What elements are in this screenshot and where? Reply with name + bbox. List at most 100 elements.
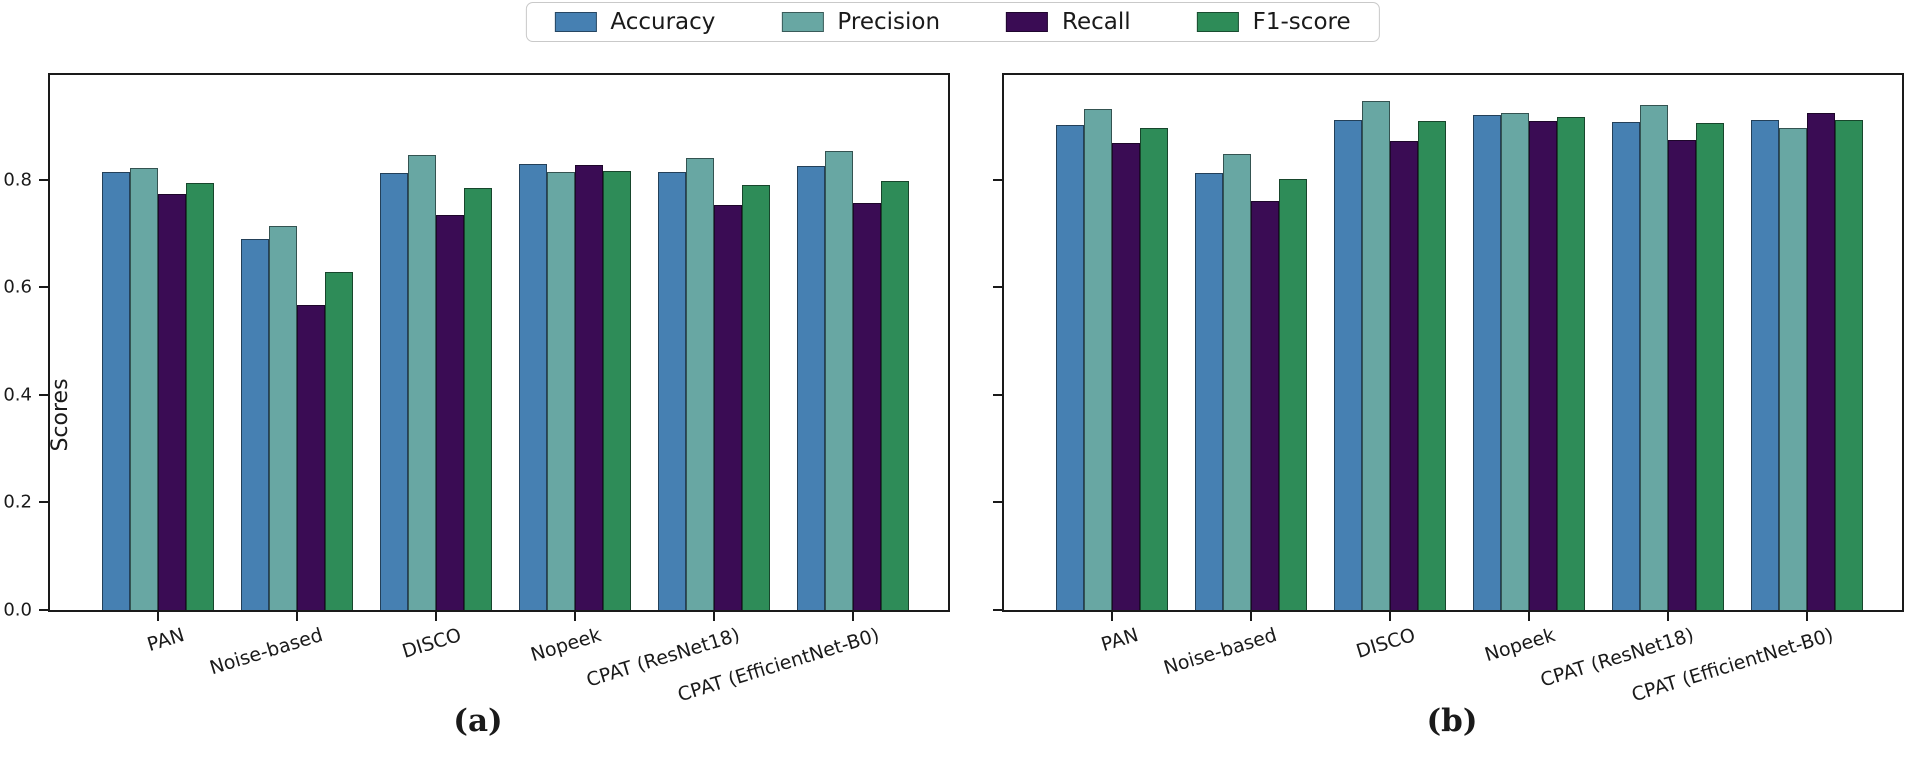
x-axis-tick-label: DISCO xyxy=(400,624,465,663)
bar-recall-pan xyxy=(158,194,186,610)
x-axis-tick xyxy=(574,612,576,621)
x-axis-tick xyxy=(1667,612,1669,621)
bar-precision-disco xyxy=(1362,101,1390,610)
y-axis-tick xyxy=(993,178,1002,181)
x-axis-tick xyxy=(1111,612,1113,621)
bar-accuracy-pan xyxy=(1056,125,1084,610)
bar-f1-score-disco xyxy=(1418,121,1446,610)
subplot-a-plot-area: Scores 0.0 0.2 0.4 0.6 0.8 PAN Noise-based DISC… xyxy=(3,73,950,706)
x-axis-tick-label: DISCO xyxy=(1354,624,1419,663)
bar-f1-score-nopeek xyxy=(603,171,631,610)
x-axis-tick xyxy=(296,612,298,621)
bar-recall-disco xyxy=(1390,141,1418,610)
y-axis-tick xyxy=(39,609,48,611)
bar-precision-pan xyxy=(130,168,158,610)
y-axis-tick-label: 0.4 xyxy=(3,384,32,406)
bar-f1-score-cpat-efficientnet-b0- xyxy=(881,181,909,610)
x-axis-tick xyxy=(1806,612,1808,621)
y-axis-tick xyxy=(993,501,1002,504)
y-axis-tick-label: 0.8 xyxy=(3,169,32,191)
x-axis-tick-label: Nopeek xyxy=(527,624,604,667)
bar-accuracy-nopeek xyxy=(519,164,547,610)
y-axis-tick xyxy=(993,393,1002,396)
bar-precision-cpat-resnet18- xyxy=(1640,105,1668,610)
caption-a: (a) xyxy=(453,703,503,739)
y-axis-tick xyxy=(39,178,48,181)
x-axis-tick-label: PAN xyxy=(1098,624,1141,656)
bar-accuracy-noise-based xyxy=(1195,173,1223,610)
legend-label: Recall xyxy=(1062,9,1131,35)
bar-accuracy-pan xyxy=(102,172,130,610)
legend: Accuracy Precision Recall F1-score xyxy=(525,2,1380,42)
bar-precision-cpat-resnet18- xyxy=(686,158,714,610)
x-axis-tick-label: Noise-based xyxy=(207,624,326,680)
bar-accuracy-cpat-efficientnet-b0- xyxy=(1751,120,1779,610)
bar-accuracy-cpat-efficientnet-b0- xyxy=(797,166,825,610)
bar-accuracy-disco xyxy=(1334,120,1362,610)
x-axis-tick xyxy=(1389,612,1391,621)
legend-item-f1-score: F1-score xyxy=(1196,9,1351,35)
y-axis-tick xyxy=(993,286,1002,289)
bar-f1-score-noise-based xyxy=(325,272,353,610)
bar-precision-pan xyxy=(1084,109,1112,610)
bar-recall-cpat-efficientnet-b0- xyxy=(853,203,881,610)
bar-precision-nopeek xyxy=(1501,113,1529,610)
bar-accuracy-cpat-resnet18- xyxy=(1612,122,1640,610)
bar-recall-pan xyxy=(1112,143,1140,610)
bar-recall-noise-based xyxy=(1251,201,1279,610)
bar-f1-score-pan xyxy=(186,183,214,610)
bar-recall-noise-based xyxy=(297,305,325,610)
x-axis-tick-label: Nopeek xyxy=(1481,624,1558,667)
x-axis-tick xyxy=(1528,612,1530,621)
bar-f1-score-disco xyxy=(464,188,492,610)
bar-recall-cpat-resnet18- xyxy=(714,205,742,610)
bar-precision-cpat-efficientnet-b0- xyxy=(1779,128,1807,610)
legend-item-accuracy: Accuracy xyxy=(554,10,715,34)
bar-recall-cpat-resnet18- xyxy=(1668,140,1696,610)
bar-recall-cpat-efficientnet-b0- xyxy=(1807,113,1835,610)
bar-precision-nopeek xyxy=(547,172,575,610)
legend-swatch-accuracy xyxy=(554,12,597,32)
x-axis-tick-label: PAN xyxy=(144,624,187,656)
bar-recall-disco xyxy=(436,215,464,610)
subplot-b-plot-area: PAN Noise-based DISCO Nopeek CPAT (ResNet18)… xyxy=(993,73,1904,706)
bar-f1-score-cpat-efficientnet-b0- xyxy=(1835,120,1863,610)
caption-b: (b) xyxy=(1426,703,1478,739)
bar-accuracy-nopeek xyxy=(1473,115,1501,610)
x-axis-tick-label: Noise-based xyxy=(1161,624,1280,680)
y-axis-label: Scores xyxy=(48,378,73,452)
x-axis-tick xyxy=(1250,612,1252,621)
bar-recall-nopeek xyxy=(575,165,603,610)
bar-accuracy-cpat-resnet18- xyxy=(658,172,686,610)
legend-swatch-precision xyxy=(781,12,824,32)
x-axis-tick xyxy=(435,612,437,621)
bar-recall-nopeek xyxy=(1529,121,1557,610)
bar-precision-disco xyxy=(408,155,436,610)
y-axis-tick xyxy=(993,609,1002,611)
y-axis-tick xyxy=(39,286,48,289)
bar-f1-score-cpat-resnet18- xyxy=(1696,123,1724,610)
bar-f1-score-cpat-resnet18- xyxy=(742,185,770,610)
bar-accuracy-noise-based xyxy=(241,239,269,610)
legend-label: F1-score xyxy=(1252,9,1351,35)
y-axis-tick-label: 0.0 xyxy=(3,599,32,621)
bar-precision-noise-based xyxy=(269,226,297,610)
legend-item-recall: Recall xyxy=(1006,10,1131,34)
y-axis-tick xyxy=(39,393,48,396)
legend-label: Accuracy xyxy=(610,9,716,35)
bar-f1-score-pan xyxy=(1140,128,1168,610)
x-axis-tick xyxy=(157,612,159,621)
legend-swatch-recall xyxy=(1006,12,1049,32)
bar-precision-noise-based xyxy=(1223,154,1251,610)
legend-label: Precision xyxy=(837,9,941,35)
bar-precision-cpat-efficientnet-b0- xyxy=(825,151,853,610)
y-axis-tick-label: 0.6 xyxy=(3,276,32,298)
x-axis-tick xyxy=(852,612,854,621)
y-axis-tick xyxy=(39,501,48,504)
y-axis-tick-label: 0.2 xyxy=(3,491,32,513)
legend-item-precision: Precision xyxy=(781,10,940,34)
bar-f1-score-noise-based xyxy=(1279,179,1307,610)
x-axis-tick xyxy=(713,612,715,621)
bar-f1-score-nopeek xyxy=(1557,117,1585,610)
